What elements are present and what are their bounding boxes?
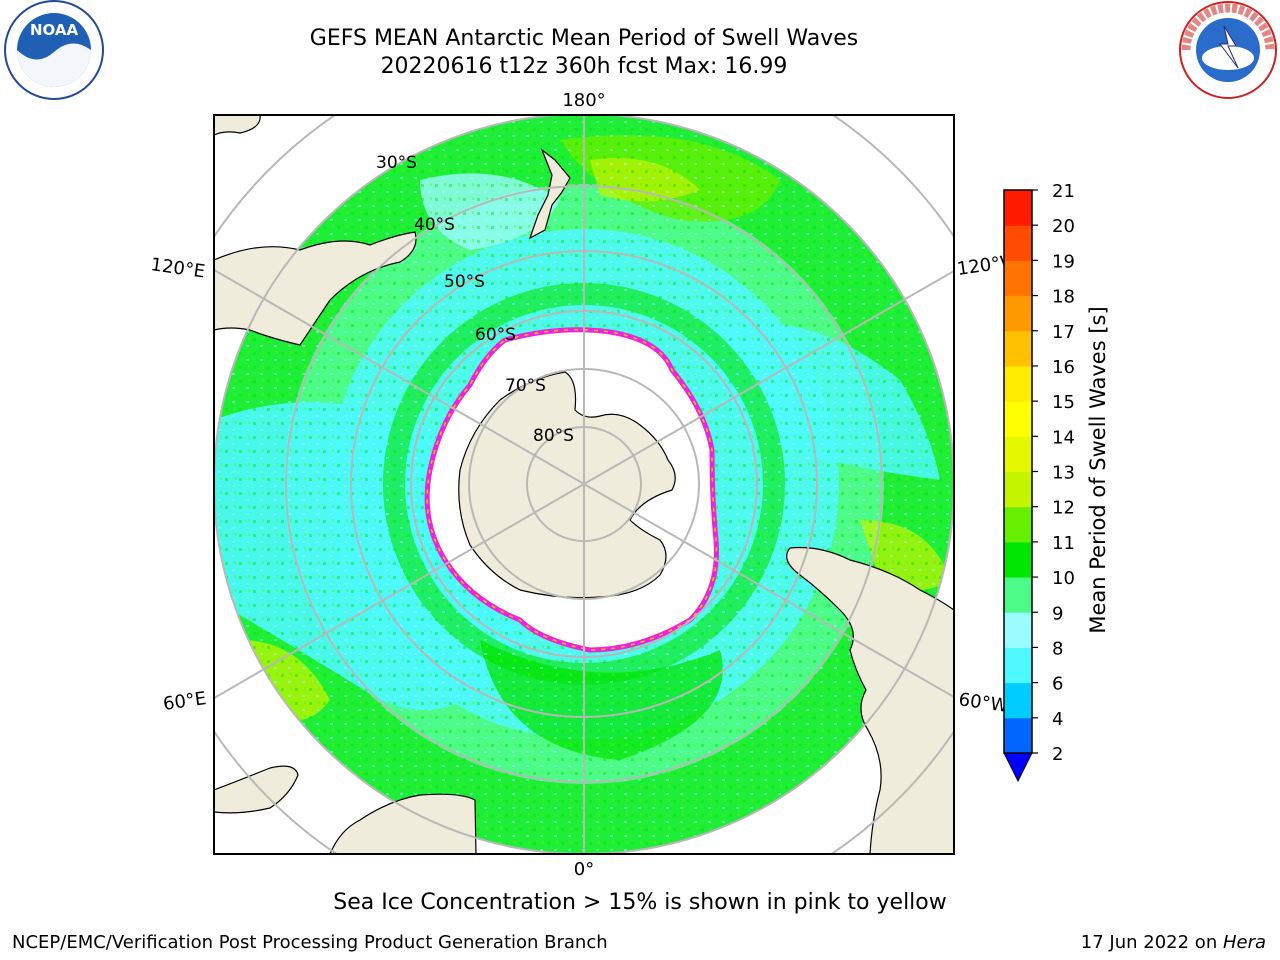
lon-label-top: 180° — [562, 90, 605, 111]
colorbar-tick-label: 21 — [1052, 181, 1075, 202]
colorbar-tick-label: 16 — [1052, 357, 1075, 378]
colorbar-swatch — [1004, 330, 1032, 367]
colorbar-tick-label: 15 — [1052, 392, 1075, 413]
australia-land — [214, 231, 417, 346]
land-top-left — [214, 115, 261, 136]
colorbar-tick-label: 10 — [1052, 568, 1075, 589]
lat-label-30s: 30°S — [376, 153, 417, 173]
nws-logo — [1179, 1, 1277, 99]
africa-land — [329, 793, 477, 854]
colorbar: 2 4 6 8 9 10 11 12 13 14 15 16 17 18 19 20 21 — [1003, 181, 1075, 783]
colorbar-tick-label: 17 — [1052, 322, 1075, 343]
sea-ice-edge-yellow — [426, 329, 718, 651]
colorbar-swatch — [1004, 401, 1032, 437]
colorbar-swatch — [1004, 577, 1032, 613]
lat-label-80s: 80°S — [533, 426, 574, 446]
colorbar-swatch — [1004, 225, 1032, 261]
footer-date-text: 17 Jun 2022 on — [1080, 932, 1223, 953]
colorbar-tick-label: 11 — [1052, 533, 1075, 554]
colorbar-tick-label: 8 — [1052, 638, 1063, 659]
antarctica-land — [458, 371, 676, 599]
footer-machine: Hera — [1222, 932, 1266, 953]
colorbar-swatch — [1004, 190, 1032, 226]
colorbar-swatch — [1004, 541, 1032, 578]
colorbar-tick-label: 2 — [1052, 744, 1063, 765]
colorbar-swatch — [1004, 365, 1032, 402]
colorbar-swatch — [1004, 260, 1032, 297]
map-frame — [213, 114, 955, 855]
footer-date: 17 Jun 2022 on Hera — [1081, 932, 1266, 953]
sea-ice-note: Sea Ice Concentration > 15% is shown in … — [333, 890, 947, 915]
lon-label-60w: 60°W — [957, 689, 1009, 717]
colorbar-tick-label: 9 — [1052, 603, 1063, 624]
lat-label-50s: 50°S — [444, 272, 485, 292]
colorbar-swatch — [1004, 682, 1032, 719]
lon-label-60e: 60°E — [162, 688, 208, 715]
colorbar-label: Mean Period of Swell Waves [s] — [1086, 306, 1110, 634]
colorbar-swatch — [1004, 506, 1032, 543]
madagascar-land — [214, 765, 299, 814]
lon-label-bottom: 0° — [574, 859, 594, 880]
colorbar-swatch — [1004, 436, 1032, 472]
footer-credit: NCEP/EMC/Verification Post Processing Pr… — [12, 932, 608, 953]
colorbar-extend-arrow — [1003, 752, 1033, 783]
colorbar-tick-label: 6 — [1052, 674, 1063, 695]
south-america-land — [786, 115, 954, 854]
lon-label-120e: 120°E — [149, 254, 206, 282]
colorbar-tick-label: 12 — [1052, 498, 1075, 519]
chart-title: GEFS MEAN Antarctic Mean Period of Swell… — [309, 26, 859, 51]
lat-label-60s: 60°S — [475, 325, 516, 345]
noaa-logo: NOAA — [4, 0, 104, 100]
colorbar-swatch — [1004, 471, 1032, 508]
lat-label-70s: 70°S — [505, 376, 546, 396]
lat-label-40s: 40°S — [414, 215, 455, 235]
colorbar-tick-label: 20 — [1052, 216, 1075, 237]
chart-subtitle-date: 20220616 t12z 360h fcst Max: 16.99 — [380, 54, 788, 79]
colorbar-swatch — [1004, 612, 1032, 648]
colorbar-tick-label: 13 — [1052, 463, 1075, 484]
colorbar-tick-label: 19 — [1052, 251, 1075, 272]
colorbar-tick-label: 14 — [1052, 427, 1075, 448]
colorbar-tick-label: 18 — [1052, 287, 1075, 308]
colorbar-tick-label: 4 — [1052, 709, 1063, 730]
longitude-gridlines — [214, 115, 954, 854]
noaa-logo-text: NOAA — [30, 21, 79, 39]
colorbar-swatch — [1004, 717, 1032, 754]
colorbar-swatch — [1004, 295, 1032, 332]
colorbar-swatch — [1004, 647, 1032, 684]
